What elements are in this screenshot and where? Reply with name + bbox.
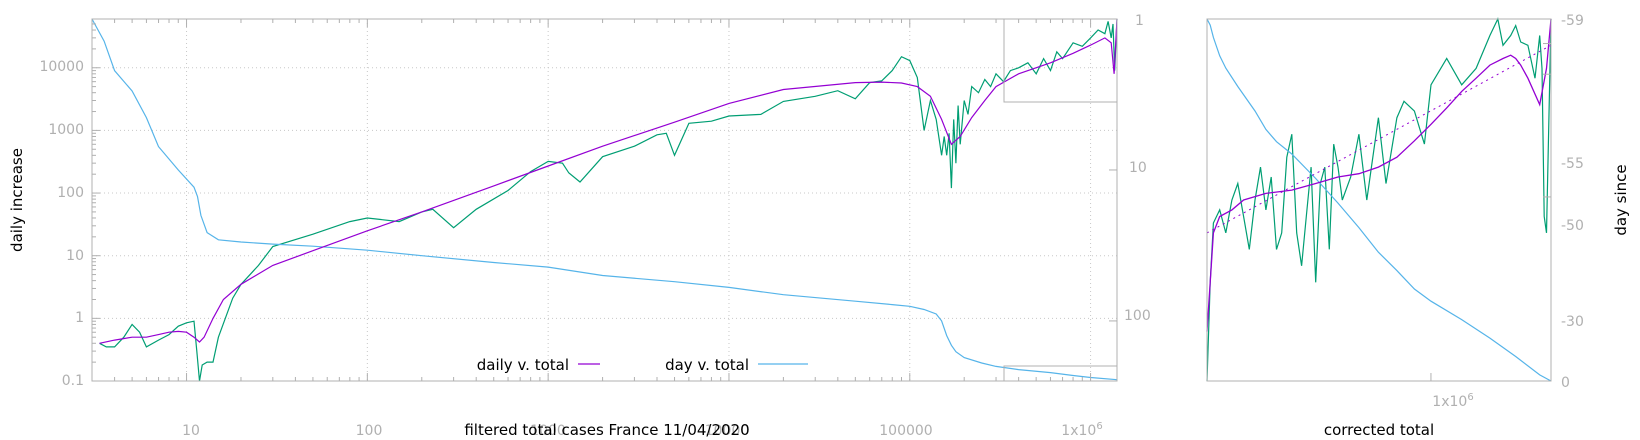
left-y-tick-label: 10000 <box>39 59 84 75</box>
right-y2-tick-label: -30 <box>1561 314 1584 330</box>
left-x-axis-label: filtered total cases France 11/04/2020 <box>464 421 749 439</box>
left-y2-tick-label: 1 <box>1135 13 1144 29</box>
left-x-tick-label: 10 <box>182 423 200 439</box>
left-x-tick-label: 10000 <box>705 423 750 439</box>
zoom-box-lower <box>1003 365 1117 381</box>
legend-label-daily: daily v. total <box>477 356 569 374</box>
left-x-tick-label: 100000 <box>879 423 932 439</box>
right-x-tick-mantissa: 1x10 <box>1432 394 1467 410</box>
tick-marks <box>91 18 1551 382</box>
left-x-tick-label: 1x106 <box>1061 421 1102 439</box>
left-x-tick-label: 100 <box>356 423 383 439</box>
right-x-tick-exponent: 6 <box>1467 392 1473 403</box>
right-y2-tick-label: -55 <box>1561 156 1584 172</box>
right-series-group <box>1206 17 1552 382</box>
right-y2-tick-label: -50 <box>1561 218 1584 234</box>
series-line-day-v-total <box>91 18 1118 381</box>
left-y2-tick-label: 100 <box>1124 308 1151 324</box>
left-x-tick-exponent: 6 <box>1096 421 1102 432</box>
right-series-line-raw <box>1206 17 1552 382</box>
right-series-line-day-since <box>1206 18 1552 382</box>
left-y-tick-label: 0.1 <box>62 373 84 389</box>
left-x-tick-mantissa: 1x10 <box>1061 423 1096 439</box>
left-y-tick-label: 1 <box>75 310 84 326</box>
right-series-line-smoothed <box>1206 18 1552 332</box>
zoom-box-upper <box>1003 19 1117 103</box>
series-line-daily-v-total <box>99 18 1118 344</box>
left-y2-tick-label: 10 <box>1129 160 1147 176</box>
left-y-axis-label: daily increase <box>8 148 26 252</box>
right-x-axis-label: corrected total <box>1324 421 1434 439</box>
right-series-line-trend <box>1206 44 1552 234</box>
left-grid <box>92 19 1117 381</box>
left-y-tick-label: 1000 <box>48 122 84 138</box>
right-y2-axis-label: day since <box>1612 164 1630 235</box>
right-x-tick-label: 1x106 <box>1432 392 1473 410</box>
left-y-tick-label: 10 <box>66 248 84 264</box>
right-plot-frame <box>1206 18 1552 382</box>
series-line-daily-raw <box>99 18 1118 382</box>
legend-label-day: day v. total <box>665 356 749 374</box>
left-x-tick-label: 1000 <box>530 423 566 439</box>
right-y2-tick-label: -59 <box>1561 13 1584 29</box>
left-y-tick-label: 100 <box>57 185 84 201</box>
left-plot-frame <box>91 18 1118 382</box>
left-series-group <box>91 18 1118 382</box>
right-y2-tick-label: 0 <box>1561 375 1570 391</box>
